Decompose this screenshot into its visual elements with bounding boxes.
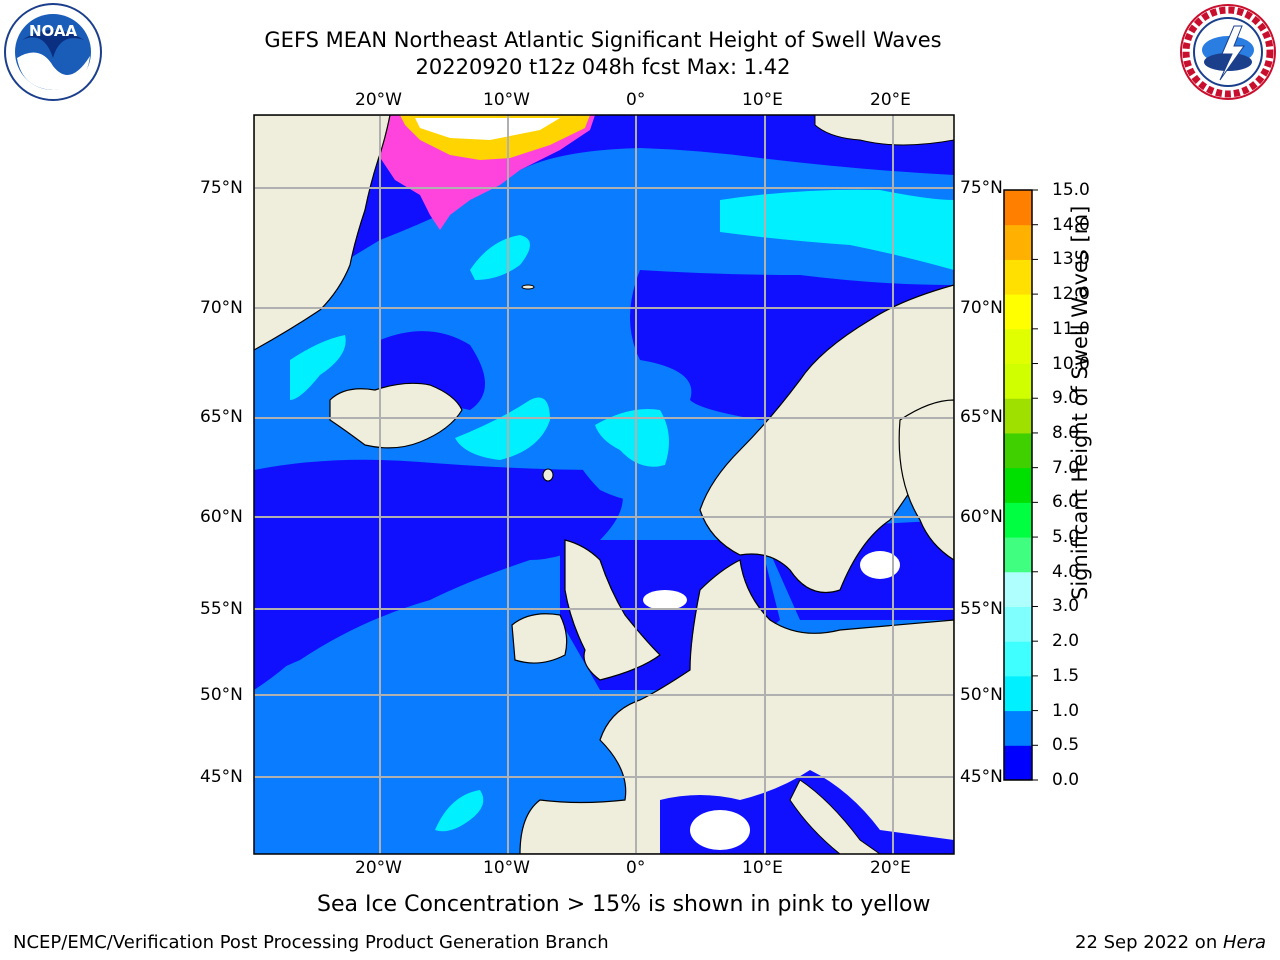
lat-label-right: 60°N [960, 507, 1003, 527]
lat-label-right: 55°N [960, 599, 1003, 619]
colorbar-tick-label: 4.0 [1052, 561, 1080, 582]
colorbar-segment [1004, 675, 1032, 712]
svg-text:NOAA: NOAA [29, 22, 78, 40]
colorbar-tick-label: 7.0 [1052, 457, 1080, 478]
sea-ice-core-inner [415, 118, 560, 140]
map-frame [253, 114, 955, 855]
colorbar-tick-label: 0.0 [1052, 770, 1080, 790]
lon-label-bottom: 20°W [355, 858, 402, 878]
ocean-mid-patch [420, 587, 530, 654]
nodata-spot [860, 551, 900, 579]
footer-branch: NCEP/EMC/Verification Post Processing Pr… [13, 932, 609, 953]
colorbar-tick-label: 12.0 [1052, 284, 1090, 305]
lon-label-top: 20°W [355, 90, 402, 110]
land-faroe [542, 468, 554, 482]
colorbar-tick-label: 11.0 [1052, 318, 1090, 339]
colorbar-tick-label: 10.0 [1052, 353, 1090, 374]
colorbar-segment [1004, 363, 1032, 399]
colorbar-frame [1003, 189, 1033, 781]
lon-label-bottom: 20°E [870, 858, 911, 878]
land-scandinavia [699, 284, 954, 594]
footer-machine: Hera [1222, 932, 1266, 953]
colorbar-tick-label: 5.0 [1052, 527, 1080, 548]
colorbar-segment [1004, 710, 1032, 746]
lon-label-top: 10°W [483, 90, 530, 110]
colorbar [1003, 189, 1038, 781]
nws-logo-icon [1180, 4, 1276, 100]
colorbar-tick-label: 14.0 [1052, 214, 1090, 235]
colorbar-segment [1004, 294, 1032, 330]
footer-date: 22 Sep 2022 on Hera [1075, 932, 1266, 954]
colorbar-segment [1004, 745, 1032, 781]
colorbar-tick-label: 1.0 [1052, 700, 1080, 721]
colorbar-tick-label: 2.0 [1052, 631, 1080, 652]
colorbar-segment [1004, 432, 1032, 469]
lon-label-top: 10°E [742, 90, 783, 110]
land-italy [789, 779, 881, 854]
lat-label-left: 65°N [200, 407, 243, 427]
colorbar-segment [1004, 259, 1032, 295]
colorbar-label: Significant Height of Swell Waves [m] [1068, 205, 1092, 600]
lon-label-bottom: 10°E [742, 858, 783, 878]
ocean-high-patch [455, 397, 550, 460]
ocean-high-patch [435, 790, 484, 832]
land-iceland [329, 382, 463, 449]
lat-label-right: 65°N [960, 407, 1003, 427]
lon-label-bottom: 10°W [483, 858, 530, 878]
ocean-high-patch [595, 409, 669, 467]
colorbar-segment [1004, 537, 1032, 573]
nodata-spot [643, 590, 687, 610]
lat-label-left: 70°N [200, 298, 243, 318]
ocean-low-band-atlantic [254, 540, 330, 690]
colorbar-tick-label: 6.0 [1052, 492, 1080, 513]
colorbar-segment [1004, 224, 1032, 260]
ocean-high-patch [470, 235, 530, 280]
colorbar-tick-label: 1.5 [1052, 665, 1080, 686]
graticule [254, 115, 954, 854]
forecast-subtitle: 20220920 t12z 048h fcst Max: 1.42 [415, 55, 791, 79]
lat-label-right: 45°N [960, 767, 1003, 787]
lon-label-top: 20°E [870, 90, 911, 110]
lat-label-left: 75°N [200, 178, 243, 198]
colorbar-segment [1004, 190, 1032, 226]
map-title: GEFS MEAN Northeast Atlantic Significant… [264, 28, 942, 52]
colorbar-tick-label: 0.5 [1052, 735, 1080, 756]
colorbar-segment [1004, 641, 1032, 677]
nodata-spot [690, 810, 750, 850]
lat-label-left: 55°N [200, 599, 243, 619]
colorbar-tick-label: 8.0 [1052, 422, 1080, 443]
land-ireland [511, 613, 568, 664]
lat-label-left: 60°N [200, 507, 243, 527]
sea-ice-caption: Sea Ice Concentration > 15% is shown in … [317, 892, 931, 917]
land-europe [519, 559, 954, 854]
lat-label-right: 70°N [960, 298, 1003, 318]
colorbar-segment [1004, 606, 1032, 642]
lon-label-top: 0° [626, 90, 646, 110]
colorbar-tick-label: 13.0 [1052, 249, 1090, 270]
noaa-logo-icon: NOAA [4, 3, 102, 101]
land-finland [898, 399, 954, 561]
colorbar-segment [1004, 328, 1032, 365]
colorbar-segment [1004, 467, 1032, 503]
colorbar-segment [1004, 502, 1032, 538]
lat-label-left: 50°N [200, 685, 243, 705]
colorbar-segment [1004, 398, 1032, 434]
colorbar-tick-label: 9.0 [1052, 388, 1080, 409]
lat-label-right: 75°N [960, 178, 1003, 198]
colorbar-segment [1004, 571, 1032, 607]
lat-label-left: 45°N [200, 767, 243, 787]
land-jan-mayen [521, 284, 535, 290]
map-field [254, 115, 954, 854]
colorbar-tick-label: 15.0 [1052, 180, 1090, 200]
footer-date-text: 22 Sep 2022 on [1075, 932, 1223, 953]
colorbar-tick-label: 3.0 [1052, 596, 1080, 617]
ocean-high-patch [290, 335, 346, 400]
ocean-low-band-south [254, 459, 623, 680]
lon-label-bottom: 0° [626, 858, 646, 878]
ocean-high-patch [720, 189, 954, 270]
ocean-low-band-biscay [254, 680, 560, 854]
land-svalbard [814, 115, 954, 146]
lat-label-right: 50°N [960, 685, 1003, 705]
